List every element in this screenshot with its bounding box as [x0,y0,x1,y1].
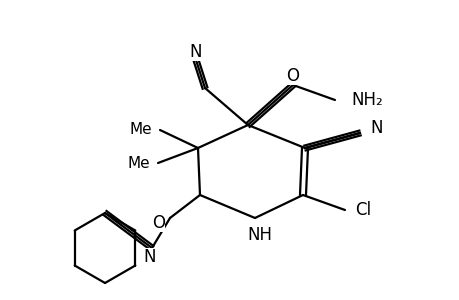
Text: NH: NH [247,226,272,244]
Text: O: O [151,214,165,232]
Text: Me: Me [129,122,151,137]
Text: NH₂: NH₂ [350,91,382,109]
Text: N: N [190,43,202,61]
Text: N: N [369,119,382,137]
Text: Me: Me [127,155,150,170]
Text: N: N [143,248,156,266]
Text: O: O [286,67,299,85]
Text: Cl: Cl [354,201,370,219]
